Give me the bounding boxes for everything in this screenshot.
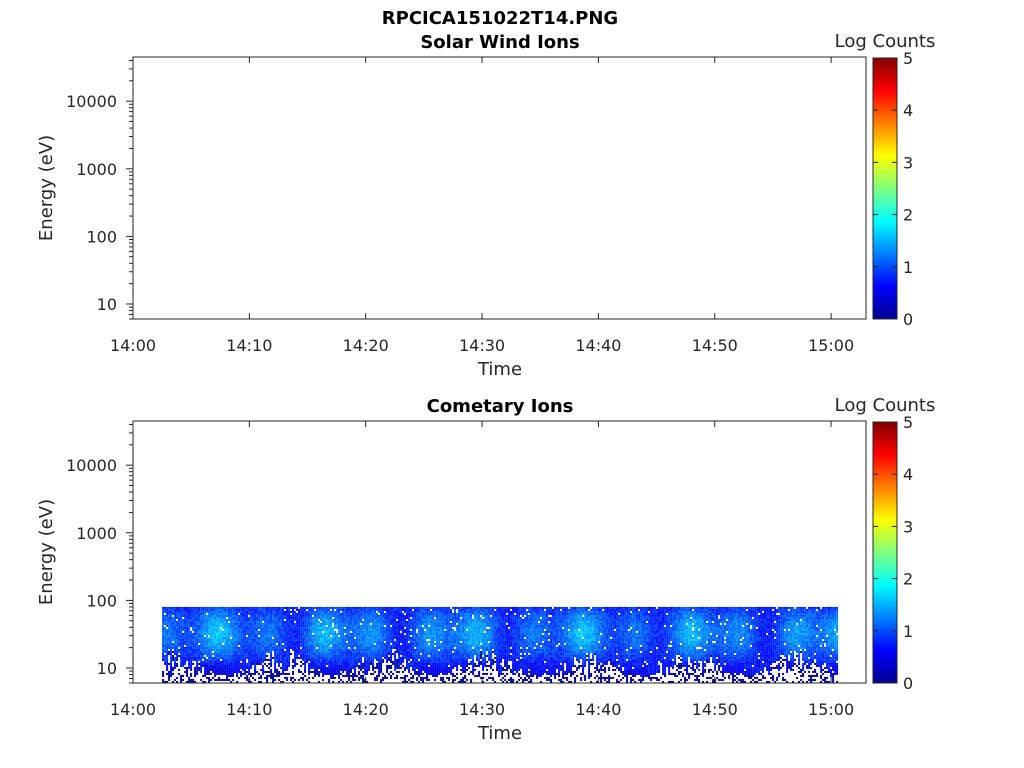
x-tick-label: 14:50 (692, 336, 738, 355)
x-tick-label: 14:10 (226, 336, 272, 355)
x-axis-label: Time (477, 359, 522, 380)
x-tick-label: 14:40 (575, 700, 621, 719)
colorbar-tick-label: 0 (903, 310, 913, 329)
panel-cometary: Cometary Ions 14:00 14:10 14:20 14:30 14:40 1… (36, 395, 935, 744)
y-tick-label: 10000 (66, 456, 117, 475)
plot-area (132, 56, 867, 320)
panel-title: Solar Wind Ions (420, 32, 579, 53)
colorbar-label: Log Counts (835, 395, 936, 416)
x-tick-label: 14:40 (575, 336, 621, 355)
y-tick-label: 1000 (76, 160, 117, 179)
y-tick-label: 1000 (76, 524, 117, 543)
figure-title: RPCICA151022T14.PNG (382, 8, 618, 29)
x-tick-label: 14:30 (459, 700, 505, 719)
x-tick-label: 15:00 (808, 700, 854, 719)
colorbar-label: Log Counts (835, 31, 936, 52)
colorbar-tick-label: 0 (903, 674, 913, 693)
y-tick-label: 100 (86, 227, 117, 246)
x-tick-label: 14:50 (692, 700, 738, 719)
x-tick-label: 14:30 (459, 336, 505, 355)
panel-solar-wind: Solar Wind Ions 14:00 14:10 14:20 14:30 14:4… (36, 31, 935, 380)
colorbar (872, 421, 898, 684)
y-axis-label: Energy (eV) (36, 135, 57, 241)
y-tick-label: 10 (97, 295, 117, 314)
x-tick-label: 14:20 (343, 336, 389, 355)
panel-title: Cometary Ions (427, 396, 574, 417)
colorbar (872, 57, 898, 320)
colorbar-tick-label: 5 (903, 413, 913, 432)
x-tick-label: 14:00 (110, 700, 156, 719)
y-tick-label: 100 (86, 591, 117, 610)
colorbar-tick-label: 1 (903, 258, 913, 277)
colorbar-tick-label: 2 (903, 570, 913, 589)
colorbar-tick-label: 5 (903, 49, 913, 68)
y-axis-label: Energy (eV) (36, 499, 57, 605)
y-tick-label: 10000 (66, 92, 117, 111)
x-tick-label: 14:00 (110, 336, 156, 355)
x-tick-label: 15:00 (808, 336, 854, 355)
x-axis-label: Time (477, 723, 522, 744)
x-tick-label: 14:20 (343, 700, 389, 719)
colorbar-tick-label: 1 (903, 622, 913, 641)
colorbar-tick-label: 2 (903, 206, 913, 225)
colorbar-tick-label: 3 (903, 517, 913, 536)
y-tick-label: 10 (97, 659, 117, 678)
spectrogram-data (162, 606, 839, 683)
x-tick-label: 14:10 (226, 700, 272, 719)
colorbar-tick-label: 4 (903, 101, 913, 120)
colorbar-tick-label: 3 (903, 153, 913, 172)
colorbar-tick-label: 4 (903, 465, 913, 484)
